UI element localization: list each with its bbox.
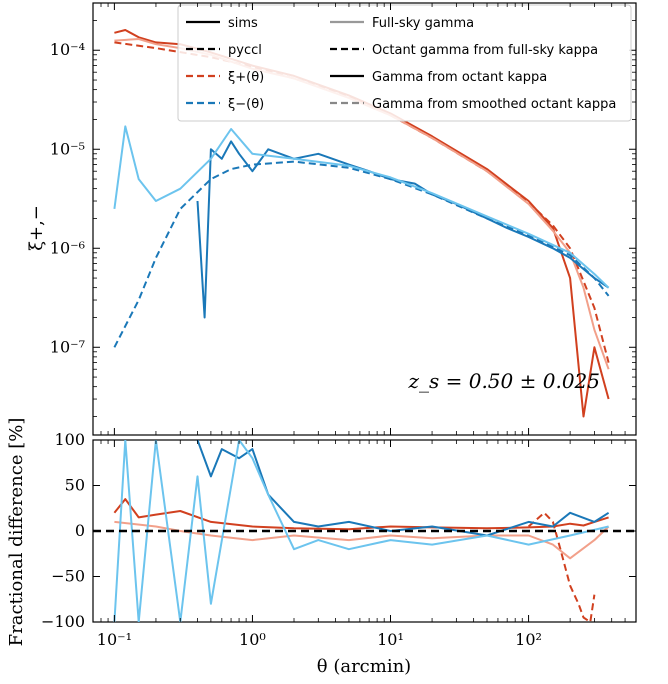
legend: sims pyccl ξ+(θ) ξ−(θ) Full-sky gamma Octant … [177,4,632,122]
bottom-y-ticks: −100 −50 0 50 100 [41,430,636,631]
top-y-tick-label: 10⁻⁵ [50,139,85,158]
legend-items: sims pyccl ξ+(θ) ξ−(θ) Full-sky gamma Octant … [186,16,616,112]
x-tick-label: 10² [515,630,542,649]
legend-label: Octant gamma from full-sky kappa [372,43,598,58]
top-y-tick-label: 10⁻⁶ [50,238,85,257]
legend-label: ξ−(θ) [228,97,264,112]
bottom-series-sims [113,498,609,531]
bottom-series-sims [196,440,610,537]
bottom-series-smoothed [113,440,609,622]
x-tick-label: 10⁰ [239,630,266,649]
top-series-pyccl [113,160,610,348]
x-axis-label: θ (arcmin) [317,656,411,677]
bottom-series-octant-from-full-sky [527,511,596,622]
legend-label: sims [228,16,258,31]
legend-label: Gamma from octant kappa [372,70,547,85]
legend-box [177,4,632,122]
x-tick-label: 10¹ [377,630,404,649]
legend-label: Gamma from smoothed octant kappa [372,97,616,112]
bottom-y-tick-label: 100 [54,430,85,449]
legend-label: Full-sky gamma [372,16,474,31]
top-y-label: ξ+,− [26,205,47,251]
bottom-panel: −100 −50 0 50 100 Fractional difference [%] [6,418,637,647]
bottom-y-tick-label: −50 [51,567,85,586]
top-y-tick-label: 10⁻⁴ [50,40,85,59]
top-y-ticks: 10⁻⁷ 10⁻⁶ 10⁻⁵ 10⁻⁴ [50,20,636,417]
x-tick-label: 10⁻¹ [97,630,132,649]
top-y-tick-label: 10⁻⁷ [50,337,85,356]
x-axis: 10⁻¹ 10⁰ 10¹ 10² [92,3,637,649]
legend-label: ξ+(θ) [228,70,264,85]
top-series-smoothed [113,125,610,289]
bottom-series-group [93,440,636,622]
legend-label: pyccl [228,43,262,58]
bottom-y-tick-label: 0 [75,521,85,540]
redshift-annotation: z_s = 0.50 ± 0.025 [407,369,600,393]
bottom-y-label: Fractional difference [%] [6,418,27,647]
bottom-y-tick-label: −100 [41,612,85,631]
bottom-y-tick-label: 50 [65,476,85,495]
